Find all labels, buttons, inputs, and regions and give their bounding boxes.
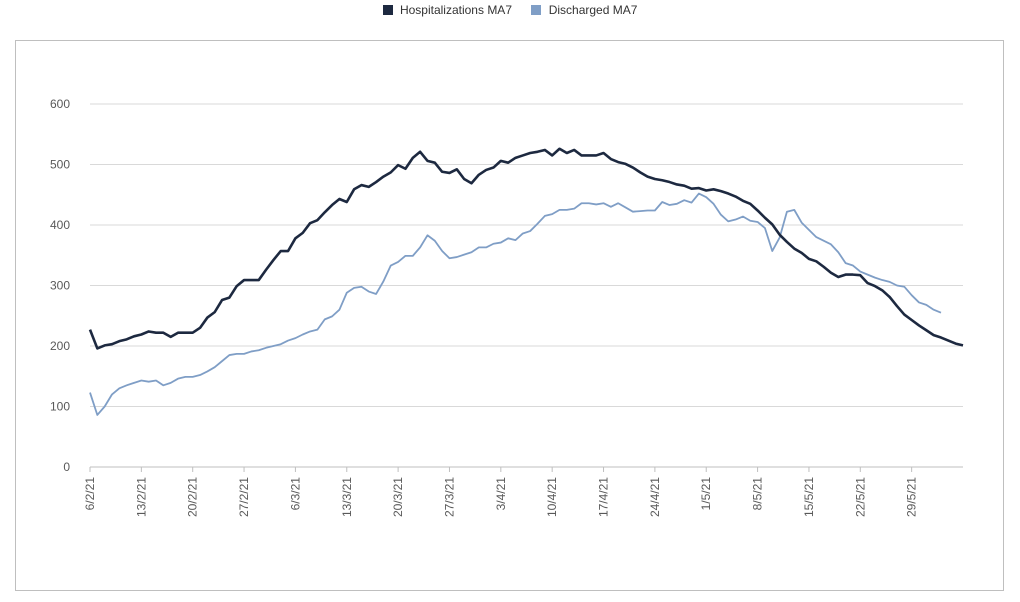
legend-swatch-hospitalizations [382,5,393,15]
y-tick-label: 600 [50,97,70,111]
series-line-discharged [89,192,942,416]
y-tick-label: 300 [50,279,70,293]
y-tick-label: 500 [50,158,70,172]
x-tick-label: 8/5/21 [751,477,765,511]
x-tick-label: 3/4/21 [494,477,508,511]
x-tick-label: 15/5/21 [802,477,816,517]
plot-area-border [15,40,1004,591]
x-tick-label: 10/4/21 [545,477,559,517]
legend-item-hospitalizations[interactable]: Hospitalizations MA7 [382,3,512,17]
x-axis: 6/2/21 13/2/21 20/2/21 27/2/21 6/3/21 13/3/21… [83,466,963,517]
x-tick-label: 29/5/21 [905,477,919,517]
y-tick-label: 200 [50,339,70,353]
y-tick-label: 100 [50,400,70,414]
x-tick-label: 6/3/21 [288,477,302,511]
x-tick-label: 13/2/21 [134,477,148,517]
x-tick-label: 1/5/21 [699,477,713,511]
series-line-hospitalizations [88,147,964,350]
y-tick-label: 400 [50,218,70,232]
legend: Hospitalizations MA7 Discharged MA7 [0,3,1020,17]
x-tick-label: 27/3/21 [442,477,456,517]
x-tick-label: 20/3/21 [391,477,405,517]
gridlines [90,103,963,407]
x-tick-label: 13/3/21 [340,477,354,517]
x-tick-label: 6/2/21 [83,477,97,511]
series-lines [88,147,964,416]
legend-item-discharged[interactable]: Discharged MA7 [531,3,637,17]
x-tick-label: 17/4/21 [597,477,611,517]
y-axis: 0 100 200 300 400 500 600 [50,97,70,474]
x-tick-label: 20/2/21 [186,477,200,517]
legend-label-hospitalizations: Hospitalizations MA7 [399,3,512,17]
x-tick-label: 22/5/21 [853,477,867,517]
legend-swatch-discharged [531,5,542,15]
y-tick-label: 0 [63,460,70,474]
legend-label-discharged: Discharged MA7 [548,3,638,17]
x-tick-label: 27/2/21 [237,477,251,517]
x-tick-label: 24/4/21 [648,477,662,517]
